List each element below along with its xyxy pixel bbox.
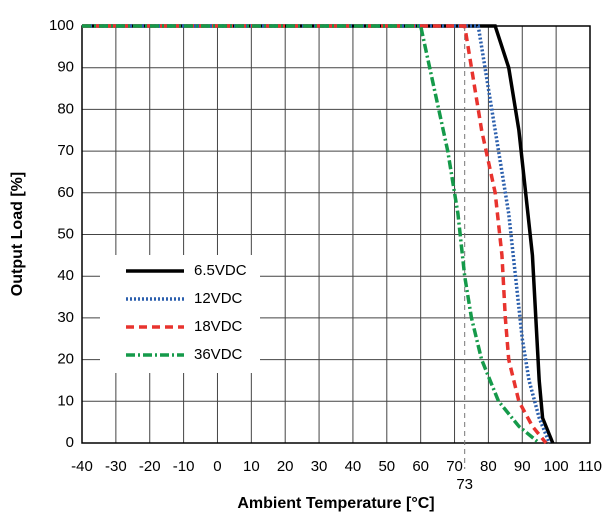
y-tick-label: 70 — [57, 142, 74, 159]
x-tick-label: -20 — [139, 458, 161, 475]
legend-label: 36VDC — [194, 346, 243, 363]
x-tick-label: 100 — [544, 458, 569, 475]
y-tick-label: 80 — [57, 100, 74, 117]
y-tick-label: 20 — [57, 351, 74, 368]
x-tick-label: -40 — [71, 458, 93, 475]
x-tick-label: 110 — [578, 458, 602, 475]
x-tick-label: -30 — [105, 458, 127, 475]
y-axis-label: Output Load [%] — [9, 172, 26, 296]
x-tick-label: 70 — [446, 458, 463, 475]
x-tick-label: -10 — [173, 458, 195, 475]
series-line — [82, 24, 551, 444]
x-tick-label: 50 — [378, 458, 395, 475]
x-tick-label: 30 — [311, 458, 328, 475]
series-line — [82, 24, 555, 444]
y-tick-label: 10 — [57, 392, 74, 409]
legend-label: 18VDC — [194, 318, 243, 335]
y-tick-label: 90 — [57, 59, 74, 76]
series-line — [82, 24, 548, 445]
legend-label: 6.5VDC — [194, 262, 247, 279]
y-tick-label: 50 — [57, 225, 74, 242]
x-tick-label: 40 — [345, 458, 362, 475]
y-tick-label: 30 — [57, 309, 74, 326]
reference-label: 73 — [456, 476, 473, 493]
y-tick-label: 0 — [66, 434, 74, 451]
x-tick-label: 20 — [277, 458, 294, 475]
x-tick-label: 10 — [243, 458, 260, 475]
legend-label: 12VDC — [194, 290, 243, 307]
x-tick-label: 60 — [412, 458, 429, 475]
x-axis-label: Ambient Temperature [°C] — [237, 495, 434, 512]
x-tick-label: 90 — [514, 458, 531, 475]
x-tick-label: 80 — [480, 458, 497, 475]
series-line — [82, 24, 541, 445]
y-tick-label: 100 — [49, 17, 74, 34]
x-tick-label: 0 — [213, 458, 221, 475]
y-tick-label: 60 — [57, 184, 74, 201]
y-tick-label: 40 — [57, 267, 74, 284]
